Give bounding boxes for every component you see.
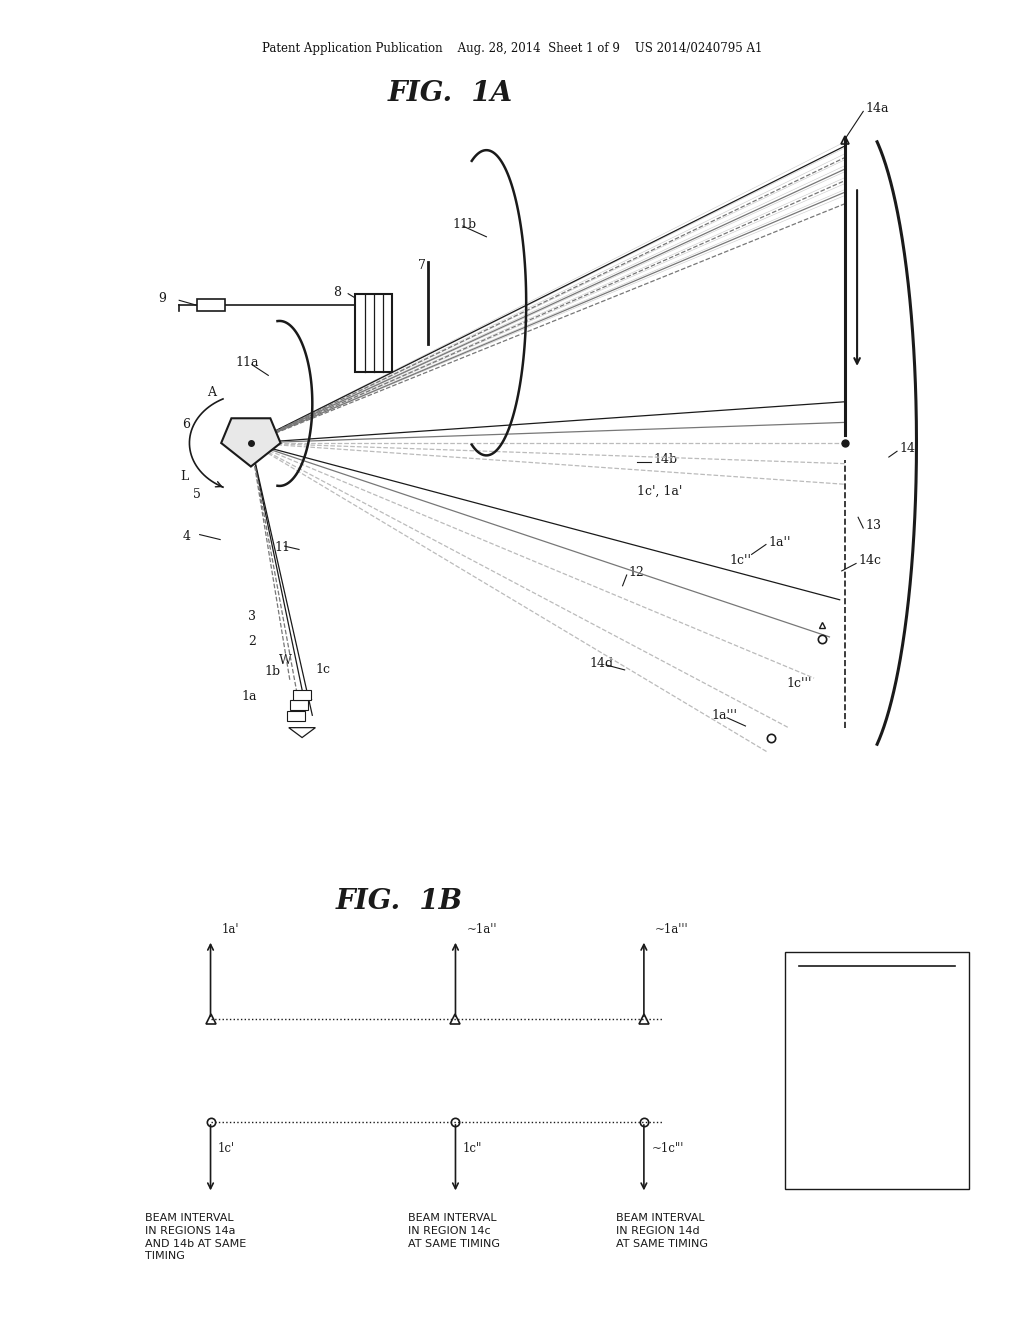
Text: 1c''': 1c''': [786, 677, 812, 689]
Bar: [290, 701, 308, 710]
Text: 1a''': 1a''': [712, 709, 737, 722]
Text: 1c', 1a': 1c', 1a': [637, 484, 682, 498]
Text: 12: 12: [629, 566, 645, 579]
FancyBboxPatch shape: [785, 952, 969, 1189]
Text: 1a: 1a: [242, 690, 257, 702]
Text: 1c: 1c: [315, 664, 331, 676]
Text: 14: 14: [899, 442, 915, 455]
Text: 1: 1: [305, 690, 313, 702]
Text: 14a: 14a: [865, 103, 889, 115]
Text: 1a': 1a': [222, 923, 240, 936]
Text: 13: 13: [865, 519, 882, 532]
Text: ~1a'': ~1a'': [467, 923, 498, 936]
Text: 1b: 1b: [264, 665, 281, 678]
Text: 7: 7: [418, 259, 426, 272]
Text: 11a: 11a: [236, 356, 259, 370]
Text: 14c: 14c: [858, 554, 881, 568]
Text: FIG.  1A: FIG. 1A: [388, 81, 513, 107]
Text: FIG.  1B: FIG. 1B: [336, 888, 463, 915]
Text: ~1a''': ~1a''': [655, 923, 689, 936]
Bar: [197, 300, 225, 312]
Text: A: A: [207, 387, 216, 399]
Text: 3: 3: [248, 610, 256, 623]
Text: L: L: [180, 470, 188, 483]
Text: 14d: 14d: [590, 657, 614, 669]
Text: W: W: [279, 653, 292, 667]
Bar: [355, 294, 392, 372]
Text: ~1c"': ~1c"': [651, 1142, 684, 1155]
Text: BEAM INTERVAL
IN REGION 14c
AT SAME TIMING: BEAM INTERVAL IN REGION 14c AT SAME TIMI…: [409, 1213, 501, 1249]
Text: 6: 6: [182, 417, 190, 430]
Bar: [287, 711, 305, 721]
Text: 1c'': 1c'': [729, 554, 751, 568]
Text: 2: 2: [248, 635, 256, 648]
Text: Patent Application Publication    Aug. 28, 2014  Sheet 1 of 9    US 2014/0240795: Patent Application Publication Aug. 28, …: [262, 42, 762, 55]
Text: 14b: 14b: [653, 453, 678, 466]
Text: BEAM INTERVAL
IN REGIONS 14a
AND 14b AT SAME
TIMING: BEAM INTERVAL IN REGIONS 14a AND 14b AT …: [144, 1213, 246, 1262]
Text: 4: 4: [182, 529, 190, 543]
Polygon shape: [221, 418, 281, 466]
Text: 8: 8: [333, 285, 341, 298]
Text: 1c': 1c': [218, 1142, 236, 1155]
Text: 1a'': 1a'': [768, 536, 791, 549]
Text: BEAM INTERVAL
IN REGION 14d
AT SAME TIMING: BEAM INTERVAL IN REGION 14d AT SAME TIMI…: [615, 1213, 708, 1249]
Text: 11: 11: [274, 541, 291, 554]
Text: 1c": 1c": [463, 1142, 482, 1155]
Text: 11b: 11b: [453, 218, 477, 231]
Bar: [293, 689, 311, 700]
Text: 5: 5: [193, 488, 201, 502]
Text: 9: 9: [159, 292, 167, 305]
Text: BEAM
SCANNING
DIRECTION: BEAM SCANNING DIRECTION: [847, 1024, 907, 1061]
